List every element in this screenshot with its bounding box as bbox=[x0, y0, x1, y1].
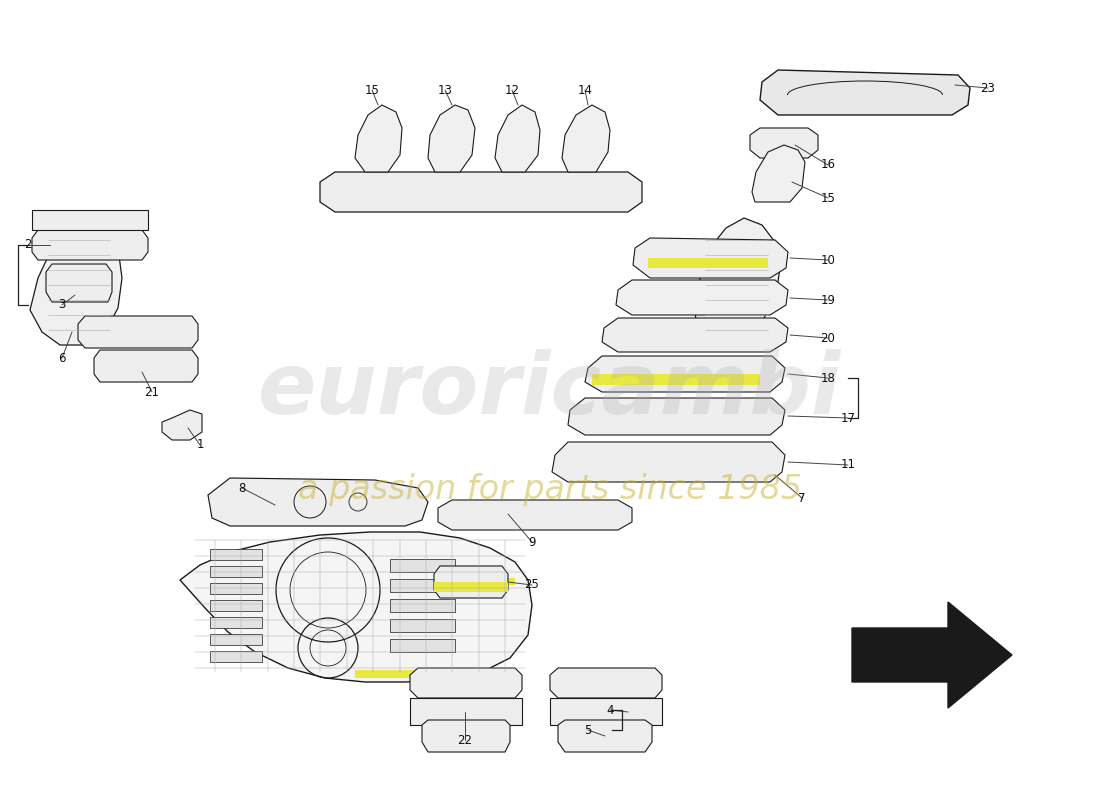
Polygon shape bbox=[552, 442, 785, 482]
Polygon shape bbox=[750, 128, 818, 158]
Text: 1: 1 bbox=[196, 438, 204, 451]
Polygon shape bbox=[632, 238, 788, 278]
Text: 19: 19 bbox=[821, 294, 836, 306]
Polygon shape bbox=[32, 230, 148, 260]
Polygon shape bbox=[585, 356, 785, 392]
Text: 17: 17 bbox=[840, 411, 856, 425]
Text: 11: 11 bbox=[840, 458, 856, 471]
Polygon shape bbox=[46, 264, 112, 302]
Polygon shape bbox=[390, 619, 455, 632]
Text: 6: 6 bbox=[58, 351, 66, 365]
Polygon shape bbox=[78, 316, 198, 348]
Text: 16: 16 bbox=[821, 158, 836, 171]
Text: 25: 25 bbox=[525, 578, 539, 591]
Polygon shape bbox=[422, 720, 510, 752]
Polygon shape bbox=[210, 617, 262, 628]
Polygon shape bbox=[434, 582, 508, 592]
Text: 20: 20 bbox=[821, 331, 835, 345]
Text: euroricambi: euroricambi bbox=[258, 349, 842, 431]
Polygon shape bbox=[210, 634, 262, 645]
Polygon shape bbox=[210, 583, 262, 594]
Polygon shape bbox=[438, 500, 632, 530]
Polygon shape bbox=[558, 720, 652, 752]
Polygon shape bbox=[752, 145, 805, 202]
Polygon shape bbox=[852, 602, 1012, 708]
Text: 22: 22 bbox=[458, 734, 473, 746]
Polygon shape bbox=[390, 639, 455, 652]
Polygon shape bbox=[30, 218, 122, 345]
Polygon shape bbox=[210, 566, 262, 577]
Text: 9: 9 bbox=[528, 535, 536, 549]
Text: 14: 14 bbox=[578, 83, 593, 97]
Polygon shape bbox=[390, 599, 455, 612]
Polygon shape bbox=[355, 670, 448, 678]
Polygon shape bbox=[94, 350, 198, 382]
Polygon shape bbox=[210, 651, 262, 662]
Text: a passion for parts since 1985: a passion for parts since 1985 bbox=[298, 474, 802, 506]
Text: 4: 4 bbox=[606, 703, 614, 717]
Text: 21: 21 bbox=[144, 386, 159, 398]
Polygon shape bbox=[592, 374, 760, 385]
Polygon shape bbox=[410, 698, 522, 725]
Polygon shape bbox=[410, 668, 522, 698]
Polygon shape bbox=[180, 532, 532, 682]
Polygon shape bbox=[320, 172, 642, 212]
Polygon shape bbox=[434, 566, 508, 598]
Polygon shape bbox=[602, 318, 788, 352]
Text: 18: 18 bbox=[821, 371, 835, 385]
Polygon shape bbox=[32, 210, 148, 230]
Text: 7: 7 bbox=[799, 491, 805, 505]
Polygon shape bbox=[208, 478, 428, 526]
Polygon shape bbox=[428, 105, 475, 172]
Text: 13: 13 bbox=[438, 83, 452, 97]
Text: 10: 10 bbox=[821, 254, 835, 266]
Polygon shape bbox=[495, 105, 540, 172]
Text: 23: 23 bbox=[980, 82, 996, 94]
Polygon shape bbox=[470, 578, 515, 585]
Polygon shape bbox=[355, 105, 402, 172]
Polygon shape bbox=[210, 600, 262, 611]
Text: 8: 8 bbox=[239, 482, 245, 494]
Text: 2: 2 bbox=[24, 238, 32, 251]
Polygon shape bbox=[760, 70, 970, 115]
Text: 5: 5 bbox=[584, 723, 592, 737]
Text: 3: 3 bbox=[58, 298, 66, 311]
Polygon shape bbox=[648, 258, 768, 268]
Polygon shape bbox=[568, 398, 785, 435]
Polygon shape bbox=[210, 549, 262, 560]
Polygon shape bbox=[550, 698, 662, 725]
Text: 15: 15 bbox=[364, 83, 380, 97]
Polygon shape bbox=[695, 218, 780, 345]
Polygon shape bbox=[162, 410, 202, 440]
Polygon shape bbox=[562, 105, 611, 172]
Text: 12: 12 bbox=[505, 83, 519, 97]
Polygon shape bbox=[550, 668, 662, 698]
Polygon shape bbox=[390, 559, 455, 572]
Polygon shape bbox=[616, 280, 788, 315]
Text: 15: 15 bbox=[821, 191, 835, 205]
Polygon shape bbox=[390, 579, 455, 592]
